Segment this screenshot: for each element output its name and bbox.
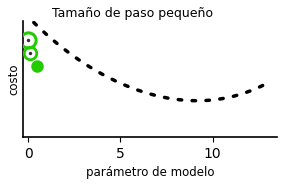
X-axis label: parámetro de modelo: parámetro de modelo — [86, 166, 214, 179]
Text: Tamaño de paso pequeño: Tamaño de paso pequeño — [53, 7, 214, 20]
Y-axis label: costo: costo — [7, 63, 20, 95]
